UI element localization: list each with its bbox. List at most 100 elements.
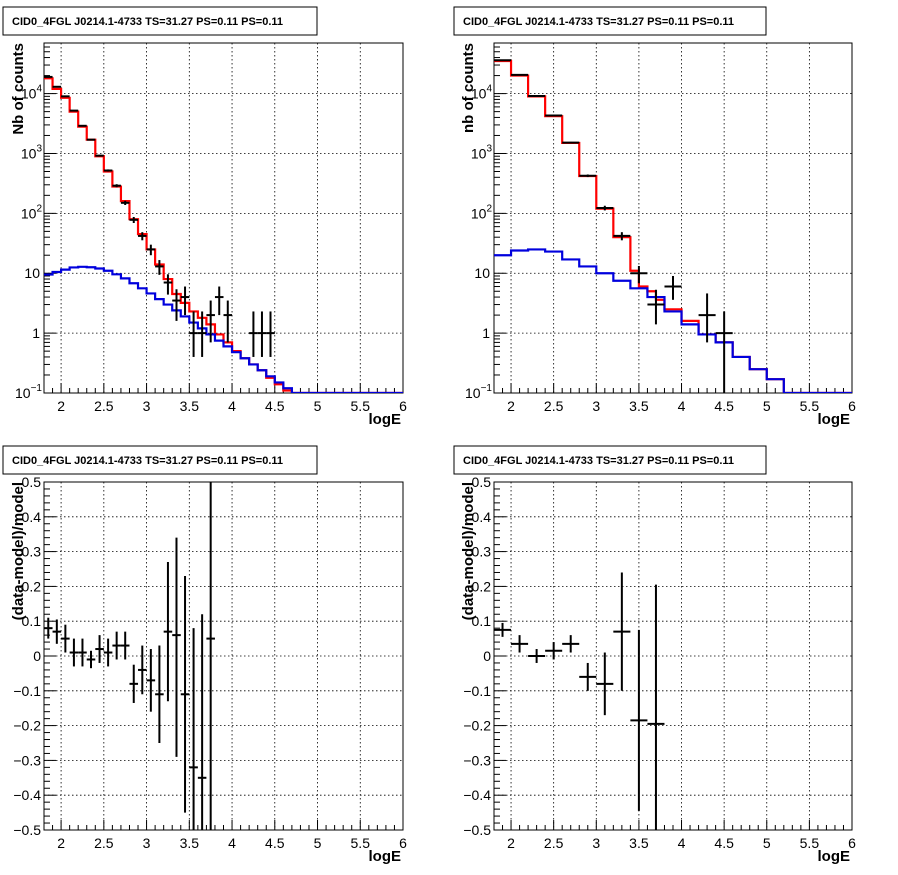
y-tick-label: −0.1 <box>463 683 491 699</box>
x-tick-label: 5 <box>314 835 322 851</box>
data-point <box>596 205 614 211</box>
y-tick-label: 0.3 <box>472 544 492 560</box>
y-tick-label: −0.2 <box>13 718 41 734</box>
title-box <box>453 6 767 36</box>
data-point <box>78 638 87 667</box>
data-point <box>61 624 70 653</box>
chart-panel-top-right: 2 2.5 3 3.5 4 4.5 5 5.5 6 10−1 1 10 102 103 104 logE nb … <box>453 6 856 428</box>
data-point <box>163 562 173 702</box>
y-tick-label: 10 <box>474 265 490 281</box>
y-tick-label: 0.3 <box>22 544 42 560</box>
y-axis-title: (data-model)/model <box>10 482 27 620</box>
plot-frame <box>493 42 853 394</box>
data-point <box>715 311 733 393</box>
x-tick-label: 5 <box>314 398 322 414</box>
x-axis-title: logE <box>818 411 851 428</box>
y-tick-label: 104 <box>471 84 493 102</box>
data-point <box>103 638 113 667</box>
y-tick-label: −0.5 <box>13 822 41 838</box>
y-tick-label: 103 <box>21 143 43 161</box>
data-point <box>61 95 70 98</box>
y-tick-label: 102 <box>471 203 493 221</box>
x-tick-label: 6 <box>848 398 856 414</box>
data-point <box>630 266 648 284</box>
title-box <box>453 445 767 475</box>
y-tick-label: 0.4 <box>472 509 492 525</box>
data-point <box>172 289 181 321</box>
y-tick-label: −0.3 <box>463 752 491 768</box>
data-point <box>95 635 104 663</box>
plot-area <box>494 572 665 830</box>
y-tick-label: 10−1 <box>465 383 492 401</box>
x-tick-label: 2 <box>57 398 65 414</box>
y-tick-label: 0.4 <box>22 509 42 525</box>
data-point <box>511 635 529 653</box>
x-tick-label: 6 <box>399 398 407 414</box>
data-point <box>647 289 665 325</box>
chart-panel-bottom-right: 2 2.5 3 3.5 4 4.5 5 5.5 6 −0.5 −0.4 −0.3 −0.2 −0.1 0 0.… <box>453 445 856 865</box>
chart-title: CID0_4FGL J0214.1-4733 TS=31.27 PS=0.11 … <box>463 455 734 467</box>
data-point <box>52 619 62 644</box>
series-step-blue <box>494 248 852 393</box>
data-point <box>189 311 198 357</box>
x-tick-label: 2.5 <box>544 835 564 851</box>
y-axis-title: (data-model)/model <box>460 482 477 620</box>
x-tick-label: 5.5 <box>800 835 820 851</box>
series-step-blue <box>44 265 403 393</box>
data-point <box>172 537 181 757</box>
data-point <box>545 642 563 660</box>
y-tick-label: −0.5 <box>463 822 491 838</box>
x-tick-label: 2 <box>57 835 65 851</box>
data-point <box>120 200 130 205</box>
plot-area <box>44 75 403 393</box>
y-tick-label: 10 <box>24 265 40 281</box>
y-tick-label: −0.4 <box>463 787 491 803</box>
x-tick-label: 3.5 <box>180 835 200 851</box>
x-tick-label: 3 <box>592 398 600 414</box>
x-tick-label: 3.5 <box>629 398 649 414</box>
data-point <box>146 244 156 256</box>
data-point <box>562 141 580 144</box>
x-tick-label: 2 <box>507 835 515 851</box>
y-axis-title: nb of counts <box>460 43 477 133</box>
y-tick-label: −0.1 <box>13 683 41 699</box>
data-point <box>197 614 207 830</box>
x-tick-label: 5.5 <box>800 398 820 414</box>
data-point <box>155 260 164 275</box>
chart-title: CID0_4FGL J0214.1-4733 TS=31.27 PS=0.11 … <box>463 16 734 28</box>
y-tick-label: 1 <box>482 325 490 341</box>
x-tick-label: 4.5 <box>265 398 285 414</box>
x-tick-label: 2.5 <box>94 835 114 851</box>
data-point <box>138 645 147 695</box>
data-point <box>579 662 597 691</box>
data-point <box>103 169 113 172</box>
x-tick-label: 3 <box>592 835 600 851</box>
y-tick-label: 0.2 <box>472 578 492 594</box>
data-point <box>95 154 104 157</box>
data-point <box>69 109 79 112</box>
series-step-red <box>44 77 403 393</box>
plot-area <box>44 482 215 830</box>
x-axis-title: logE <box>369 848 402 865</box>
y-tick-label: 10−1 <box>15 383 42 401</box>
x-tick-label: 2 <box>507 398 515 414</box>
chart-panel-top-left: 2 2.5 3 3.5 4 4.5 5 5.5 6 10−1 1 10 102 103 104 logE Nb … <box>2 6 407 428</box>
data-point <box>163 274 173 295</box>
x-tick-label: 4 <box>228 398 236 414</box>
data-point <box>664 275 682 300</box>
data-point <box>86 138 96 141</box>
data-point <box>112 631 121 660</box>
data-point <box>630 629 648 811</box>
data-point <box>249 311 258 357</box>
x-tick-label: 5.5 <box>351 398 371 414</box>
data-point <box>257 311 267 357</box>
data-point <box>112 184 121 188</box>
data-point <box>86 650 96 669</box>
data-point <box>223 300 233 343</box>
chart-title: CID0_4FGL J0214.1-4733 TS=31.27 PS=0.11 … <box>12 455 283 467</box>
data-point <box>545 114 563 117</box>
y-tick-label: 0.1 <box>472 613 492 629</box>
y-tick-label: 0 <box>33 648 41 664</box>
x-tick-label: 5 <box>763 835 771 851</box>
